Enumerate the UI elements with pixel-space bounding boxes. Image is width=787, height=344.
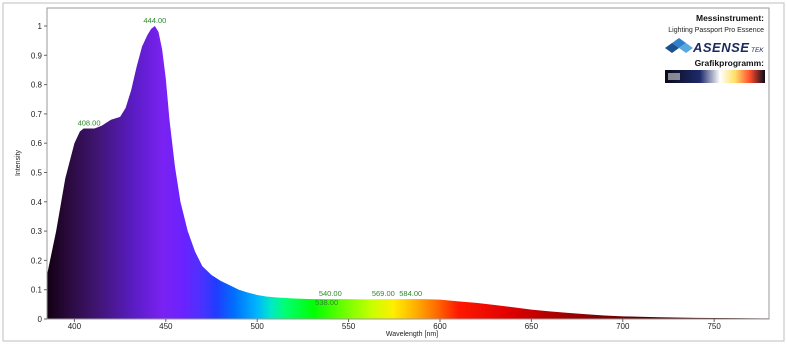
peak-label: 540.00 [319,289,342,298]
program-heading: Grafikprogramm: [695,58,765,68]
y-tick-label: 0.9 [31,51,43,60]
peak-label: 444.00 [143,16,166,25]
x-tick-label: 400 [68,322,82,331]
x-tick-label: 650 [525,322,539,331]
peak-label: 569.00 [372,289,395,298]
y-tick-label: 0.5 [31,169,43,178]
x-tick-label: 550 [342,322,356,331]
y-tick-label: 1 [38,22,43,31]
instrument-info: Messinstrument: Lighting Passport Pro Es… [665,13,765,83]
spectrum-area [47,26,769,319]
brand-main: ASENSE [692,40,749,55]
y-tick-label: 0.1 [31,286,43,295]
y-axis-title: Intensity [15,149,22,176]
instrument-name: Lighting Passport Pro Essence [668,27,764,34]
y-tick-label: 0.4 [31,198,43,207]
x-tick-label: 450 [159,322,173,331]
y-tick-label: 0 [38,315,43,324]
brand-suffix: TEK [751,47,764,54]
x-tick-label: 500 [251,322,265,331]
y-axis: 0 0.1 0.2 0.3 0.4 0.5 0.6 0.7 0.8 0.9 1 [31,22,47,324]
program-logo-strip [665,70,765,83]
instrument-heading: Messinstrument: [696,13,764,23]
y-tick-label: 0.7 [31,110,43,119]
y-tick-label: 0.6 [31,139,43,148]
asensetek-logo: ASENSE TEK [665,38,764,55]
x-tick-label: 600 [433,322,447,331]
x-tick-label: 700 [616,322,630,331]
x-tick-label: 750 [707,322,721,331]
peak-label: 408.00 [78,119,101,128]
plot-frame [46,7,770,320]
x-axis: 400 450 500 550 600 650 700 750 [68,319,721,331]
peak-label: 584.00 [399,289,422,298]
logo-diamond-icon [665,38,693,53]
y-tick-label: 0.8 [31,81,43,90]
program-logo-mark-icon [668,73,680,80]
x-axis-title: Wavelength [nm] [386,331,438,338]
y-tick-label: 0.3 [31,227,43,236]
y-tick-label: 0.2 [31,256,43,265]
peak-label: 538.00 [315,298,338,307]
